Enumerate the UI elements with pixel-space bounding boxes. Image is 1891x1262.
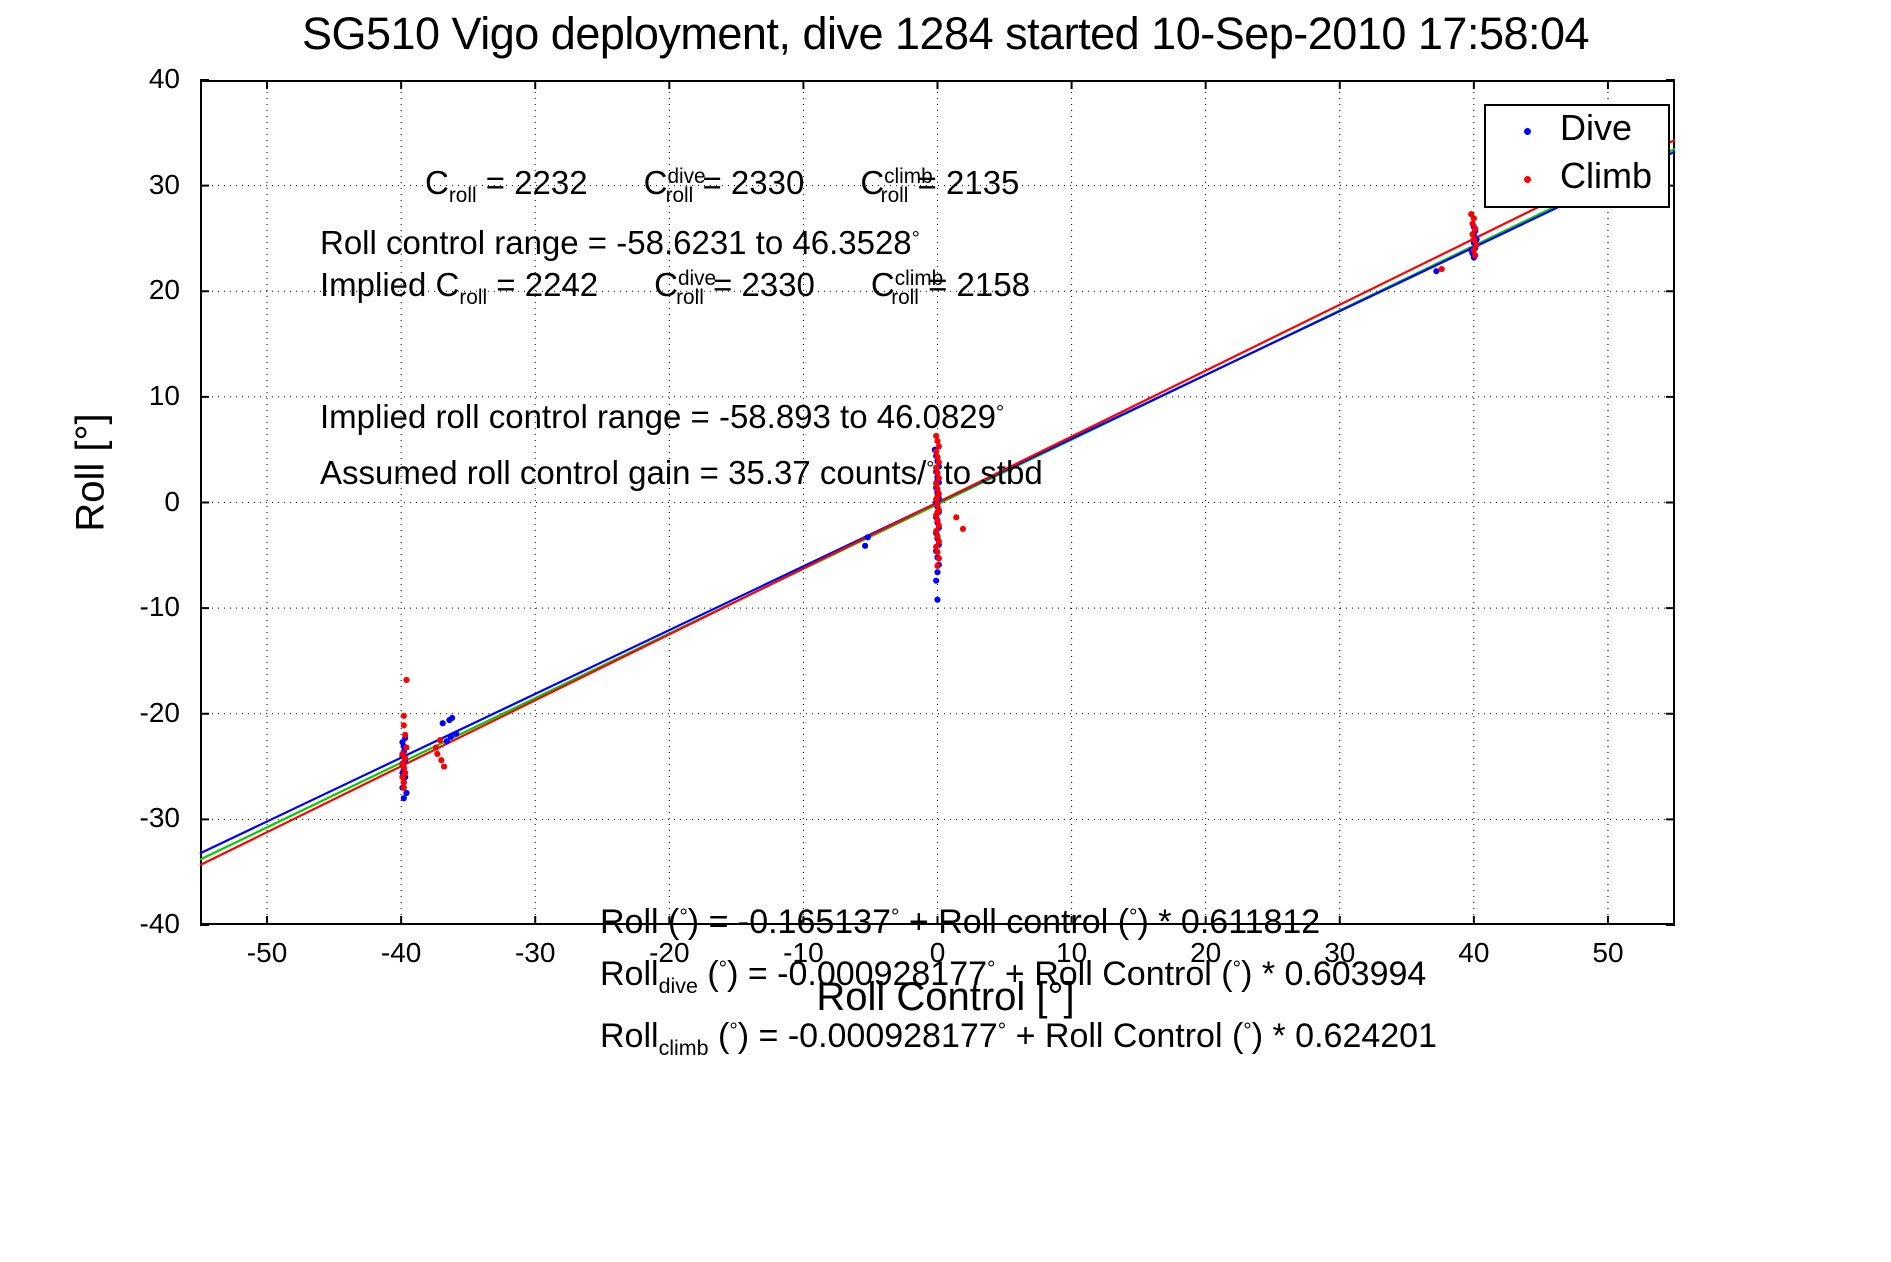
legend-marker-dive (1524, 128, 1531, 135)
eq2-rhs-b: + Roll Control ( (1004, 955, 1233, 993)
x-tick-label: 0 (929, 937, 946, 968)
annotation-implied-c-roll-line: Implied Croll = 2242 Cdiveroll = 2330 Ccli… (320, 268, 1030, 309)
legend[interactable]: Dive Climb (1484, 104, 1670, 208)
eq3-deg-unit: ° (729, 1019, 738, 1043)
degree-symbol-2: ° (996, 400, 1005, 424)
legend-label-climb: Climb (1560, 155, 1653, 196)
eq2-unit-open: ( (707, 955, 719, 993)
eq2-rhs-deg2: ° (1232, 957, 1242, 981)
eq2-rhs-deg: ° (987, 957, 996, 981)
implied-c-roll-climb-symbol: C (870, 266, 895, 303)
x-tick-label: -40 (380, 937, 422, 968)
c-roll-climb-symbol: C (860, 164, 885, 201)
eq2-unit-close: ) (727, 955, 739, 993)
eq3-rhs-b: + Roll Control ( (1015, 1017, 1244, 1055)
c-roll-dive-subscript: roll (665, 183, 694, 207)
eq3-unit-open: ( (717, 1017, 730, 1055)
eq2-deg-unit: ° (718, 957, 728, 981)
eq1-rhs-c: ) * 0.611812 (1137, 903, 1321, 941)
x-tick-label: -20 (649, 937, 690, 968)
y-tick-label: -30 (139, 802, 180, 834)
c-roll-climb-value: = 2135 (917, 164, 1020, 201)
eq3-rhs-deg: ° (997, 1019, 1007, 1043)
equation-roll-dive: Rolldive (°) = -0.000928177° + Roll Cont… (600, 957, 1426, 998)
implied-c-roll-prefix: Implied C (320, 266, 460, 303)
annotation-roll-control-range: Roll control range = -58.6231 to 46.3528… (320, 226, 920, 259)
implied-c-roll-dive-value: = 2330 (713, 266, 815, 303)
x-tick-label: -10 (783, 937, 824, 968)
eq1-name: Roll (600, 903, 659, 941)
eq2-subscript: dive (658, 974, 698, 999)
implied-c-roll-dive-symbol: C (654, 266, 678, 303)
y-tick-label: 0 (164, 485, 180, 517)
legend-item-dive[interactable]: Dive (1486, 107, 1672, 156)
eq1-unit-open: ( (668, 903, 680, 941)
degree-symbol: ° (911, 226, 920, 250)
eq3-subscript: climb (658, 1036, 709, 1061)
eq2-rhs-c: ) * 0.603994 (1241, 955, 1427, 993)
chart-title: SG510 Vigo deployment, dive 1284 started… (301, 8, 1590, 59)
implied-c-roll-climb-subscript: roll (891, 285, 919, 309)
legend-item-climb[interactable]: Climb (1486, 155, 1672, 204)
eq3-unit-close: ) (737, 1017, 750, 1055)
c-roll-value: = 2232 (485, 164, 588, 201)
y-axis-label: Roll [°] (68, 413, 113, 532)
legend-label-dive: Dive (1560, 107, 1633, 148)
eq2-rhs-a: = -0.000928177 (747, 955, 988, 993)
annotation-implied-roll-control-range: Implied roll control range = -58.893 to … (320, 400, 1004, 433)
c-roll-dive-symbol: C (643, 164, 668, 201)
y-tick-label: -20 (139, 696, 180, 728)
eq1-deg-unit: ° (679, 905, 688, 929)
x-tick-label: -50 (246, 937, 288, 968)
y-tick-label: 30 (148, 168, 180, 200)
x-tick-label: 10 (1056, 937, 1088, 968)
legend-marker-climb (1524, 176, 1531, 183)
implied-c-roll-dive-subscript: roll (676, 285, 704, 309)
y-tick-label: -40 (139, 908, 180, 939)
eq3-rhs-deg2: ° (1243, 1019, 1252, 1043)
annotation-assumed-gain: Assumed roll control gain = 35.37 counts… (320, 456, 1043, 489)
assumed-gain-text: Assumed roll control gain = 35.37 counts… (320, 454, 927, 491)
plot-area (200, 80, 1675, 925)
implied-range-text: Implied roll control range = -58.893 to … (320, 398, 997, 435)
eq1-rhs-deg: ° (891, 905, 900, 929)
eq1-rhs-deg2: ° (1129, 905, 1138, 929)
x-tick-label: 20 (1190, 937, 1222, 968)
equation-roll-climb: Rollclimb (°) = -0.000928177° + Roll Con… (600, 1019, 1437, 1060)
annotation-c-roll-line: Croll = 2232 Cdiveroll = 2330 Cclimbroll =… (425, 166, 1019, 207)
degree-symbol-3: ° (926, 456, 935, 480)
implied-c-roll-subscript: roll (459, 285, 488, 309)
y-tick-label: 40 (148, 63, 180, 94)
x-tick-label: -30 (514, 937, 556, 968)
c-roll-subscript: roll (448, 183, 477, 207)
roll-control-range-text: Roll control range = -58.6231 to 46.3528 (320, 224, 912, 261)
c-roll-climb-subscript: roll (880, 183, 909, 207)
eq1-rhs-a: = -0.165137 (708, 903, 892, 941)
c-roll-symbol: C (425, 164, 449, 201)
x-axis-label: Roll Control [°] (816, 975, 1075, 1019)
implied-c-roll-value: = 2242 (496, 266, 599, 303)
eq3-rhs-c: ) * 0.624201 (1251, 1017, 1437, 1055)
x-tick-label: 50 (1592, 937, 1624, 968)
eq3-name: Roll (600, 1017, 659, 1055)
y-tick-label: -10 (139, 591, 180, 623)
eq1-unit-close: ) (687, 903, 700, 941)
equation-roll-combined: Roll (°) = -0.165137° + Roll control (°)… (600, 905, 1320, 939)
c-roll-dive-value: = 2330 (702, 164, 805, 201)
implied-c-roll-climb-value: = 2158 (928, 266, 1030, 303)
x-tick-label: 40 (1458, 937, 1490, 968)
eq2-name: Roll (600, 955, 659, 993)
eq1-rhs-b: + Roll control ( (908, 903, 1130, 941)
assumed-gain-suffix: to stbd (934, 454, 1043, 491)
x-tick-label: 30 (1324, 937, 1356, 968)
y-tick-label: 10 (148, 379, 180, 411)
eq3-rhs-a: = -0.000928177 (758, 1017, 998, 1055)
y-tick-label: 20 (148, 274, 180, 306)
